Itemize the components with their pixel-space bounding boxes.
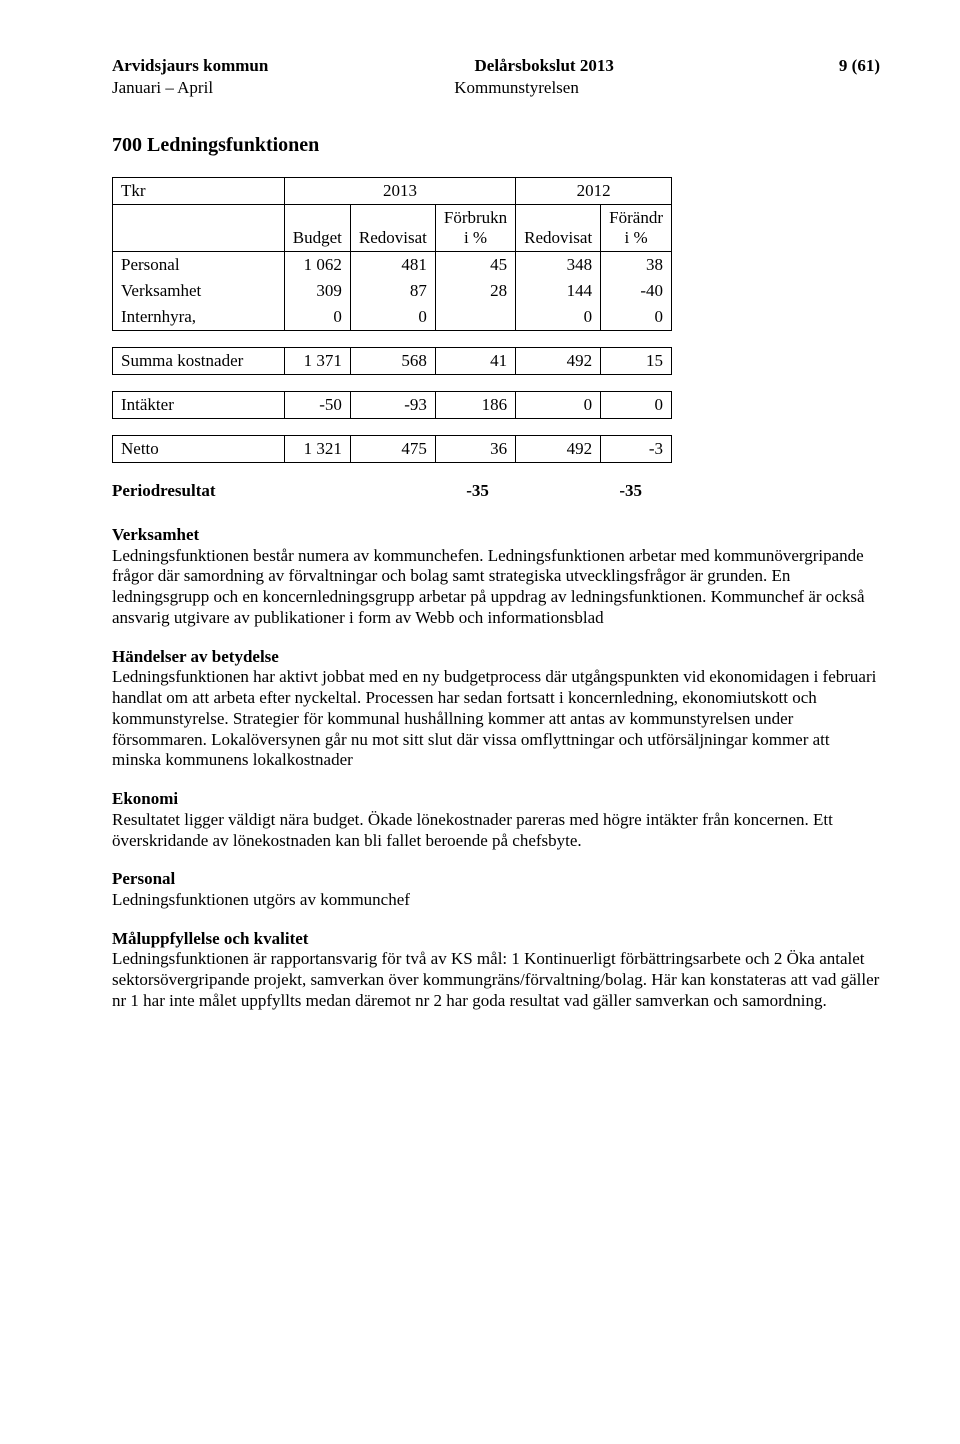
cell: 348 <box>516 252 601 279</box>
cell: -40 <box>601 278 672 304</box>
cell: 1 062 <box>284 252 350 279</box>
cell: 1 371 <box>284 348 350 375</box>
paragraph-ekonomi: Ekonomi Resultatet ligger väldigt nära b… <box>112 789 880 851</box>
paragraph-verksamhet: Verksamhet Ledningsfunktionen består num… <box>112 525 880 629</box>
finance-table: Tkr 2013 2012 Budget Redovisat Förbrukn … <box>112 177 672 463</box>
section-title: 700 Ledningsfunktionen <box>112 134 880 157</box>
cell: 475 <box>350 436 435 463</box>
col-forbrukn: Förbrukn i % <box>435 205 515 252</box>
table-row: Personal 1 062 481 45 348 38 <box>113 252 672 279</box>
cell: 492 <box>516 348 601 375</box>
paragraph-text: Ledningsfunktionen utgörs av kommunchef <box>112 890 410 909</box>
table-currency-label: Tkr <box>113 178 285 205</box>
table-row: Verksamhet 309 87 28 144 -40 <box>113 278 672 304</box>
periodresultat-val1: -35 <box>363 481 549 501</box>
cell: 0 <box>516 392 601 419</box>
paragraph-title: Händelser av betydelse <box>112 647 880 668</box>
table-header-blank <box>113 205 285 252</box>
cell: 0 <box>601 304 672 331</box>
row-label: Netto <box>113 436 285 463</box>
cell: 36 <box>435 436 515 463</box>
paragraph-personal: Personal Ledningsfunktionen utgörs av ko… <box>112 869 880 910</box>
cell: -3 <box>601 436 672 463</box>
col-redovisat-2013: Redovisat <box>350 205 435 252</box>
header-page-ref: 9 (61) <box>820 56 880 76</box>
header-row-2: Januari – April Kommunstyrelsen <box>112 78 880 98</box>
header-org: Arvidsjaurs kommun <box>112 56 268 76</box>
col-budget: Budget <box>284 205 350 252</box>
cell: 492 <box>516 436 601 463</box>
table-row: Internhyra, 0 0 0 0 <box>113 304 672 331</box>
row-label: Intäkter <box>113 392 285 419</box>
cell: 15 <box>601 348 672 375</box>
cell: 144 <box>516 278 601 304</box>
col-forandr: Förändr i % <box>601 205 672 252</box>
header-period: Januari – April <box>112 78 213 98</box>
row-label: Verksamhet <box>113 278 285 304</box>
cell: 0 <box>601 392 672 419</box>
header-subunit: Kommunstyrelsen <box>454 78 579 98</box>
cell: 87 <box>350 278 435 304</box>
table-sum-row: Summa kostnader 1 371 568 41 492 15 <box>113 348 672 375</box>
cell: 309 <box>284 278 350 304</box>
paragraph-text: Ledningsfunktionen har aktivt jobbat med… <box>112 667 876 769</box>
table-netto-row: Netto 1 321 475 36 492 -3 <box>113 436 672 463</box>
cell: 45 <box>435 252 515 279</box>
table-intakter-row: Intäkter -50 -93 186 0 0 <box>113 392 672 419</box>
table-year-2013: 2013 <box>284 178 515 205</box>
col-redovisat-2012: Redovisat <box>516 205 601 252</box>
cell: 41 <box>435 348 515 375</box>
table-year-2012: 2012 <box>516 178 672 205</box>
row-label: Summa kostnader <box>113 348 285 375</box>
paragraph-title: Personal <box>112 869 880 890</box>
cell: -93 <box>350 392 435 419</box>
cell: 28 <box>435 278 515 304</box>
cell: 1 321 <box>284 436 350 463</box>
cell: 481 <box>350 252 435 279</box>
cell: 0 <box>284 304 350 331</box>
table-header-row: Budget Redovisat Förbrukn i % Redovisat … <box>113 205 672 252</box>
paragraph-mal: Måluppfyllelse och kvalitet Ledningsfunk… <box>112 929 880 1012</box>
row-label: Internhyra, <box>113 304 285 331</box>
table-year-row: Tkr 2013 2012 <box>113 178 672 205</box>
paragraph-handelser: Händelser av betydelse Ledningsfunktione… <box>112 647 880 771</box>
cell: -50 <box>284 392 350 419</box>
cell: 38 <box>601 252 672 279</box>
header-spacer <box>820 78 880 98</box>
periodresultat-label: Periodresultat <box>112 481 363 501</box>
paragraph-title: Verksamhet <box>112 525 880 546</box>
row-label: Personal <box>113 252 285 279</box>
cell: 0 <box>516 304 601 331</box>
paragraph-title: Ekonomi <box>112 789 880 810</box>
page: Arvidsjaurs kommun Delårsbokslut 2013 9 … <box>0 0 960 1444</box>
paragraph-text: Ledningsfunktionen är rapportansvarig fö… <box>112 949 879 1009</box>
paragraph-text: Resultatet ligger väldigt nära budget. Ö… <box>112 810 833 850</box>
paragraph-title: Måluppfyllelse och kvalitet <box>112 929 880 950</box>
cell <box>435 304 515 331</box>
cell: 568 <box>350 348 435 375</box>
periodresultat-row: Periodresultat -35 -35 <box>112 481 672 501</box>
header-doc-title: Delårsbokslut 2013 <box>475 56 614 76</box>
periodresultat-val2: -35 <box>549 481 672 501</box>
cell: 0 <box>350 304 435 331</box>
cell: 186 <box>435 392 515 419</box>
paragraph-text: Ledningsfunktionen består numera av komm… <box>112 546 865 627</box>
header-row-1: Arvidsjaurs kommun Delårsbokslut 2013 9 … <box>112 56 880 76</box>
